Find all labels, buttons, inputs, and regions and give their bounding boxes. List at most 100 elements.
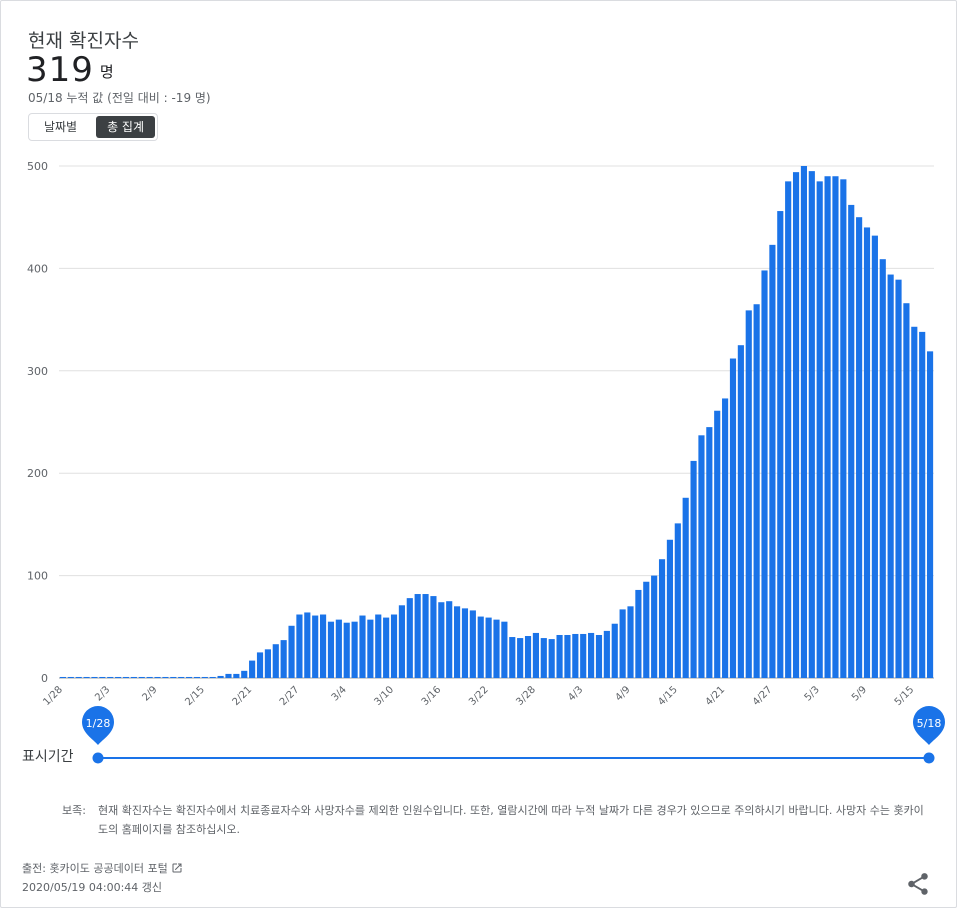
bar[interactable] [438, 602, 445, 678]
bar[interactable] [800, 166, 808, 678]
bar[interactable] [919, 331, 926, 678]
bar[interactable] [115, 676, 122, 678]
bar[interactable] [737, 345, 744, 678]
bar[interactable] [327, 621, 335, 678]
bar[interactable] [761, 270, 768, 678]
bar[interactable] [580, 633, 587, 678]
slider-handle-start-pin[interactable] [82, 706, 114, 745]
bar[interactable] [312, 615, 319, 678]
bar[interactable] [170, 676, 177, 678]
bar[interactable] [59, 676, 67, 678]
bar[interactable] [926, 351, 934, 678]
bar[interactable] [398, 605, 405, 678]
bar[interactable] [430, 596, 437, 678]
bar[interactable] [193, 676, 201, 678]
bar[interactable] [130, 676, 137, 678]
bar[interactable] [635, 589, 642, 678]
bar[interactable] [666, 539, 673, 678]
bar[interactable] [83, 676, 90, 678]
bar[interactable] [572, 633, 579, 678]
bar[interactable] [241, 670, 248, 678]
bar[interactable] [414, 594, 421, 678]
bar[interactable] [588, 632, 595, 678]
bar[interactable] [769, 244, 776, 678]
bar[interactable] [903, 303, 910, 678]
bar[interactable] [454, 606, 461, 678]
bar[interactable] [272, 644, 279, 678]
bar[interactable] [848, 204, 855, 679]
bar[interactable] [249, 660, 256, 678]
bar[interactable] [729, 358, 737, 678]
slider-handle-start[interactable] [92, 752, 104, 764]
slider-handle-end-pin[interactable] [913, 706, 945, 745]
bar[interactable] [477, 616, 484, 678]
bar[interactable] [67, 676, 74, 678]
bar[interactable] [895, 279, 902, 678]
bar[interactable] [138, 676, 145, 678]
bar[interactable] [288, 625, 295, 678]
toggle-total[interactable]: 총 집계 [96, 116, 155, 138]
bar[interactable] [863, 227, 871, 678]
bar[interactable] [485, 617, 492, 678]
bar[interactable] [209, 676, 216, 678]
bar[interactable] [390, 614, 398, 678]
bar[interactable] [446, 601, 453, 678]
bar[interactable] [714, 410, 721, 678]
slider-handle-end[interactable] [923, 752, 935, 764]
bar[interactable] [217, 675, 224, 678]
bar[interactable] [832, 176, 839, 679]
bar[interactable] [264, 649, 271, 678]
bar[interactable] [201, 676, 208, 678]
toggle-daily[interactable]: 날짜별 [43, 120, 78, 134]
bar[interactable] [406, 598, 413, 678]
bar[interactable] [107, 676, 114, 678]
external-link-icon[interactable] [171, 862, 183, 874]
bar[interactable] [722, 398, 729, 678]
date-range-slider[interactable]: 1/28 5/18 [0, 700, 959, 780]
bar[interactable] [343, 622, 350, 678]
bar[interactable] [879, 259, 886, 678]
bar[interactable] [469, 610, 476, 678]
bar[interactable] [233, 673, 240, 678]
bar[interactable] [509, 637, 516, 678]
bar[interactable] [359, 615, 366, 678]
bar[interactable] [753, 304, 760, 678]
bar[interactable] [178, 676, 185, 678]
bar[interactable] [91, 676, 98, 678]
bar[interactable] [619, 609, 626, 678]
bar[interactable] [911, 326, 918, 678]
bar[interactable] [556, 634, 563, 678]
bar[interactable] [887, 274, 894, 678]
bar[interactable] [856, 217, 863, 678]
bar[interactable] [296, 614, 303, 678]
bar[interactable] [493, 619, 500, 678]
bar[interactable] [367, 619, 374, 678]
bar[interactable] [122, 676, 130, 678]
bar[interactable] [146, 676, 153, 678]
bar[interactable] [524, 636, 532, 678]
bar[interactable] [304, 612, 311, 678]
bar[interactable] [517, 638, 524, 678]
bar[interactable] [375, 614, 382, 678]
bar[interactable] [674, 523, 681, 678]
bar[interactable] [383, 617, 390, 678]
bar[interactable] [461, 608, 469, 678]
bar[interactable] [603, 630, 610, 678]
bar[interactable] [627, 606, 634, 678]
bar[interactable] [871, 235, 878, 678]
bar[interactable] [595, 634, 603, 678]
bar[interactable] [75, 676, 82, 678]
bar[interactable] [643, 581, 650, 678]
bar[interactable] [564, 634, 571, 678]
bar[interactable] [840, 179, 847, 678]
bar[interactable] [280, 640, 287, 678]
bar[interactable] [99, 676, 106, 678]
bar[interactable] [225, 673, 232, 678]
source-link[interactable]: 출전: 홋카이도 공공데이터 포털 [22, 862, 168, 875]
bar[interactable] [745, 310, 752, 678]
bar[interactable] [548, 639, 555, 678]
bar[interactable] [351, 621, 358, 678]
bar[interactable] [611, 623, 618, 678]
bar[interactable] [185, 676, 193, 678]
bar[interactable] [532, 632, 539, 678]
